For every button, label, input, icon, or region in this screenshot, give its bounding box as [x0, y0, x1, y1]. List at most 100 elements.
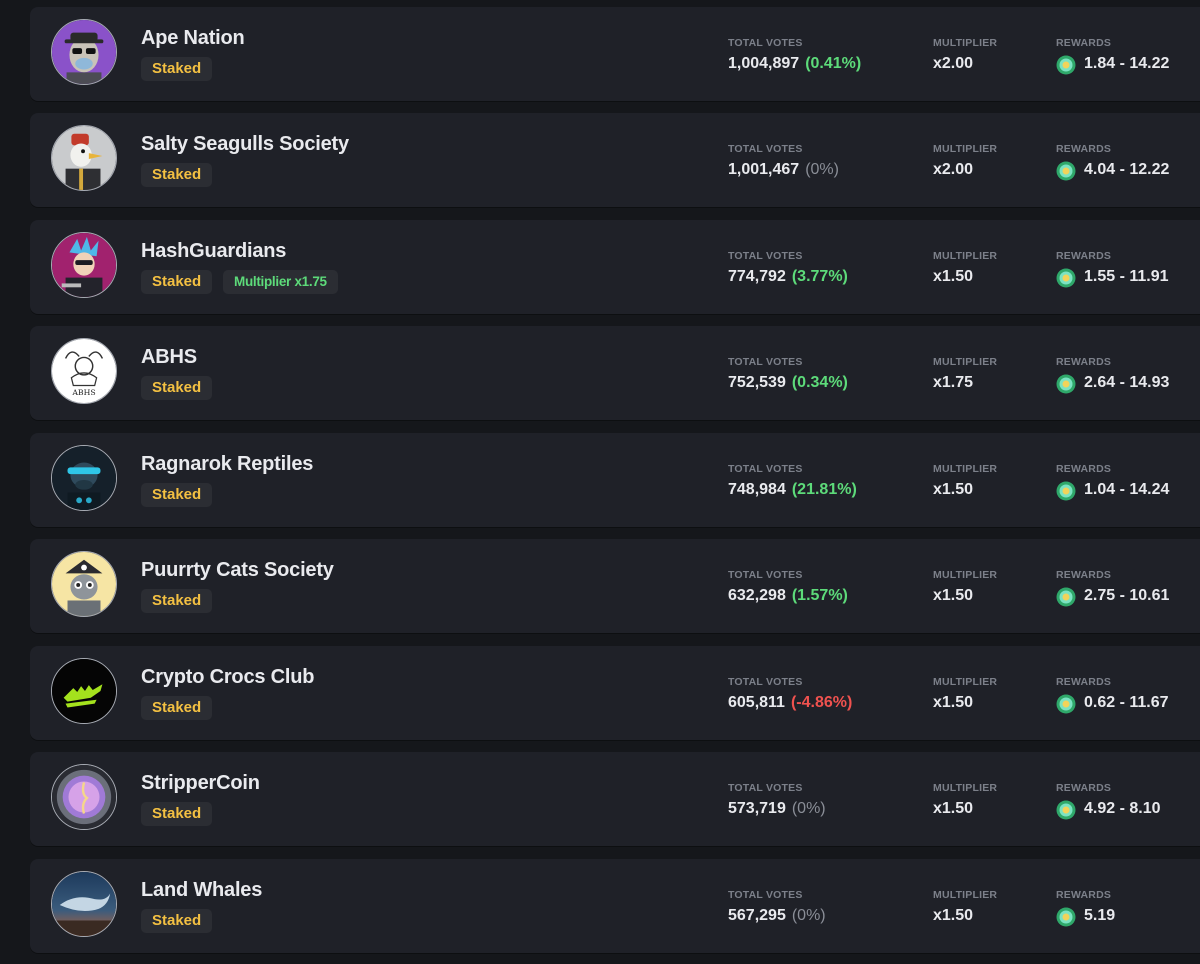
total-votes-label: TOTAL VOTES	[728, 463, 803, 475]
rewards-label: REWARDS	[1056, 676, 1112, 688]
total-votes-label: TOTAL VOTES	[728, 143, 803, 155]
collection-row[interactable]: ABHS ABHS Staked TOTAL VOTES 752,539 (0.3…	[30, 326, 1200, 420]
multiplier-value: x1.50	[933, 268, 974, 285]
reward-coin-icon	[1056, 587, 1076, 607]
rewards-value: 2.75 - 10.61	[1084, 587, 1170, 604]
total-votes-value: 632,298 (1.57%)	[728, 587, 848, 605]
collection-name[interactable]: HashGuardians	[141, 240, 287, 262]
votes-count: 1,001,467	[728, 161, 800, 178]
total-votes-value: 573,719 (0%)	[728, 800, 826, 818]
total-votes-value: 752,539 (0.34%)	[728, 374, 848, 392]
staked-badge: Staked	[141, 589, 213, 613]
collection-row[interactable]: Puurrty Cats Society Staked TOTAL VOTES …	[30, 539, 1200, 633]
total-votes-label: TOTAL VOTES	[728, 569, 803, 581]
votes-change: (21.81%)	[791, 481, 857, 498]
multiplier-value: x1.75	[933, 374, 974, 391]
cat-avatar-icon	[51, 551, 117, 617]
staked-badge: Staked	[141, 163, 213, 187]
rewards-value: 4.04 - 12.22	[1084, 161, 1170, 178]
total-votes-value: 605,811 (-4.86%)	[728, 694, 852, 712]
votes-count: 748,984	[728, 481, 786, 498]
rewards-label: REWARDS	[1056, 356, 1112, 368]
reward-coin-icon	[1056, 55, 1076, 75]
votes-count: 632,298	[728, 587, 786, 604]
votes-change: (3.77%)	[791, 268, 848, 285]
staked-badge: Staked	[141, 696, 213, 720]
collection-name[interactable]: Ape Nation	[141, 27, 245, 49]
votes-change: (0%)	[805, 161, 839, 178]
staked-badge: Staked	[141, 57, 213, 81]
total-votes-label: TOTAL VOTES	[728, 37, 803, 49]
collection-row[interactable]: Ape Nation Staked TOTAL VOTES 1,004,897 (…	[30, 7, 1200, 101]
rewards-label: REWARDS	[1056, 143, 1112, 155]
total-votes-label: TOTAL VOTES	[728, 889, 803, 901]
multiplier-badge: Multiplier x1.75	[223, 270, 338, 294]
votes-count: 573,719	[728, 800, 786, 817]
collection-row[interactable]: Land Whales Staked TOTAL VOTES 567,295 (0…	[30, 859, 1200, 953]
votes-count: 752,539	[728, 374, 786, 391]
votes-change: (0%)	[791, 800, 826, 817]
staked-badge: Staked	[141, 376, 213, 400]
multiplier-label: MULTIPLIER	[933, 569, 998, 581]
votes-change: (0.34%)	[791, 374, 848, 391]
total-votes-value: 1,001,467 (0%)	[728, 161, 839, 179]
rewards-value: 1.04 - 14.24	[1084, 481, 1170, 498]
multiplier-label: MULTIPLIER	[933, 356, 998, 368]
rewards-value: 4.92 - 8.10	[1084, 800, 1161, 817]
total-votes-value: 567,295 (0%)	[728, 907, 826, 925]
collection-row[interactable]: Salty Seagulls Society Staked TOTAL VOTE…	[30, 113, 1200, 207]
votes-change: (0.41%)	[805, 55, 862, 72]
multiplier-value: x1.50	[933, 481, 974, 498]
rewards-label: REWARDS	[1056, 463, 1112, 475]
staked-badge: Staked	[141, 270, 213, 294]
total-votes-label: TOTAL VOTES	[728, 676, 803, 688]
collection-name[interactable]: Puurrty Cats Society	[141, 559, 334, 581]
votes-count: 774,792	[728, 268, 786, 285]
croc-logo-icon	[51, 658, 117, 724]
multiplier-label: MULTIPLIER	[933, 889, 998, 901]
rewards-value: 5.19	[1084, 907, 1116, 924]
collection-name[interactable]: Salty Seagulls Society	[141, 133, 349, 155]
collection-name[interactable]: StripperCoin	[141, 772, 260, 794]
collection-row[interactable]: Ragnarok Reptiles Staked TOTAL VOTES 748…	[30, 433, 1200, 527]
rewards-value: 1.84 - 14.22	[1084, 55, 1170, 72]
total-votes-label: TOTAL VOTES	[728, 782, 803, 794]
abhs-logo-text: ABHS	[71, 388, 95, 397]
multiplier-label: MULTIPLIER	[933, 782, 998, 794]
coin-avatar-icon	[51, 764, 117, 830]
rewards-label: REWARDS	[1056, 250, 1112, 262]
rewards-value: 1.55 - 11.91	[1084, 268, 1169, 285]
seagull-avatar-icon	[51, 125, 117, 191]
rewards-label: REWARDS	[1056, 569, 1112, 581]
rewards-value: 2.64 - 14.93	[1084, 374, 1170, 391]
rewards-label: REWARDS	[1056, 37, 1112, 49]
votes-count: 567,295	[728, 907, 786, 924]
reward-coin-icon	[1056, 800, 1076, 820]
whale-avatar-icon	[51, 871, 117, 937]
collection-name[interactable]: Ragnarok Reptiles	[141, 453, 314, 475]
multiplier-value: x1.50	[933, 800, 974, 817]
votes-change: (0%)	[791, 907, 826, 924]
collection-name[interactable]: ABHS	[141, 346, 197, 368]
staked-badge: Staked	[141, 802, 213, 826]
abhs-logo-icon: ABHS	[51, 338, 117, 404]
staked-badge: Staked	[141, 909, 213, 933]
multiplier-label: MULTIPLIER	[933, 143, 998, 155]
total-votes-value: 774,792 (3.77%)	[728, 268, 848, 286]
votes-count: 605,811	[728, 694, 785, 711]
multiplier-value: x2.00	[933, 161, 974, 178]
multiplier-value: x2.00	[933, 55, 974, 72]
collection-name[interactable]: Crypto Crocs Club	[141, 666, 315, 688]
guardian-avatar-icon	[51, 232, 117, 298]
collection-name[interactable]: Land Whales	[141, 879, 263, 901]
reward-coin-icon	[1056, 268, 1076, 288]
multiplier-value: x1.50	[933, 694, 974, 711]
staked-badge: Staked	[141, 483, 213, 507]
rewards-label: REWARDS	[1056, 782, 1112, 794]
reward-coin-icon	[1056, 694, 1076, 714]
multiplier-label: MULTIPLIER	[933, 250, 998, 262]
collection-row[interactable]: HashGuardians Staked Multiplier x1.75 TO…	[30, 220, 1200, 314]
collection-row[interactable]: StripperCoin Staked TOTAL VOTES 573,719 (…	[30, 752, 1200, 846]
collection-row[interactable]: Crypto Crocs Club Staked TOTAL VOTES 605…	[30, 646, 1200, 740]
total-votes-label: TOTAL VOTES	[728, 250, 803, 262]
